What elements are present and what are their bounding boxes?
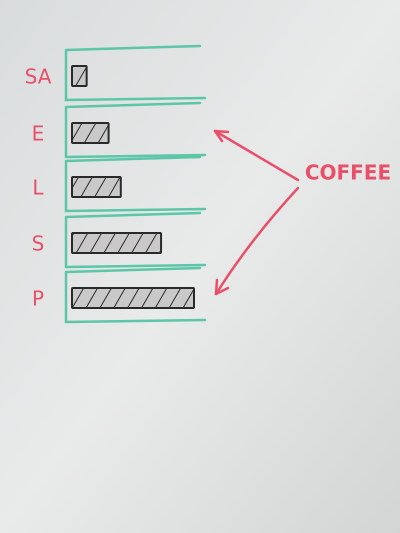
y-tick-label: SA — [25, 65, 52, 89]
y-tick-label: L — [32, 176, 44, 200]
row-frame — [64, 44, 207, 102]
row-frame — [64, 101, 207, 159]
y-tick-label: E — [32, 122, 45, 146]
y-tick-label: P — [32, 287, 44, 311]
y-tick-label: S — [32, 232, 45, 256]
arrow — [214, 186, 300, 296]
bar — [71, 232, 163, 254]
bar — [71, 287, 195, 309]
arrow — [213, 129, 300, 182]
row-frame — [64, 155, 207, 213]
row-frame — [64, 211, 207, 269]
arrow-head — [214, 278, 230, 296]
annotation: COFFEE — [305, 161, 391, 185]
arrows — [213, 129, 300, 296]
bar — [71, 122, 110, 144]
bar — [71, 176, 122, 198]
arrow-head — [213, 129, 230, 143]
row-frame — [64, 266, 207, 324]
bar — [71, 65, 88, 87]
